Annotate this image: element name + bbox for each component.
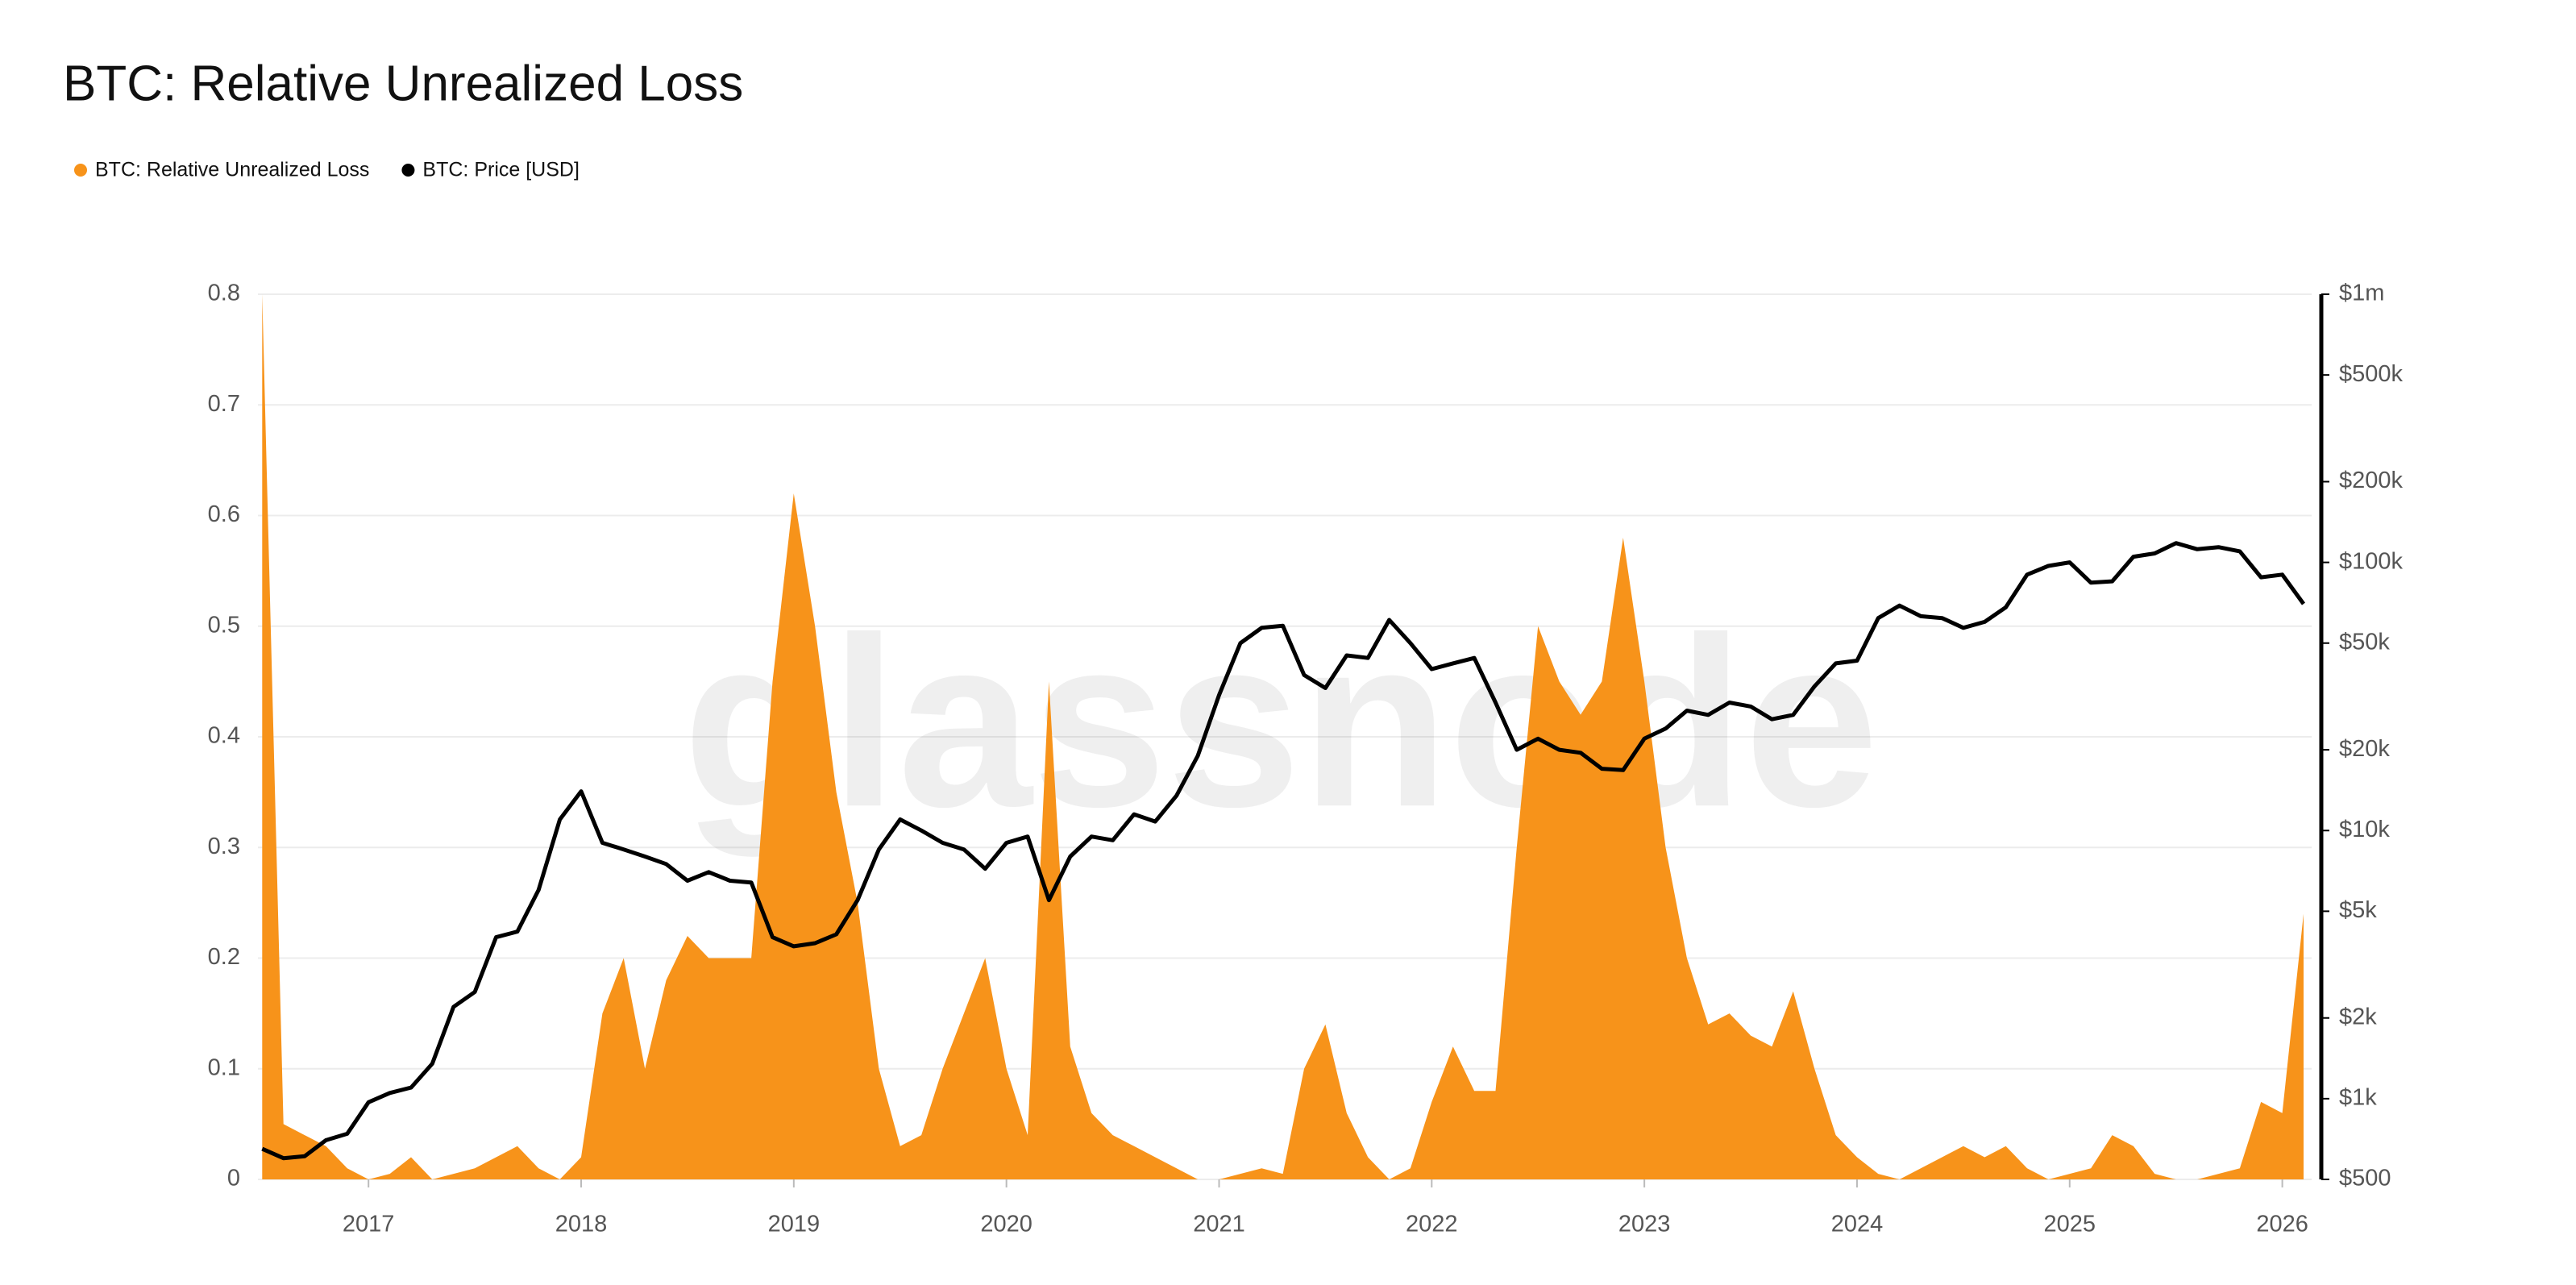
x-tick-label: 2023 [1618,1212,1671,1237]
line [261,541,2306,1161]
y2-tick-label: $100k [2339,548,2404,574]
y2-tick-label: $1k [2339,1085,2377,1111]
x-tick-label: 2020 [980,1212,1032,1237]
y-tick-label: 0.3 [208,834,240,859]
legend-marker [74,164,87,177]
y2-tick-label: $10k [2339,817,2390,842]
y-tick-label: 0.1 [208,1054,240,1080]
legend-label: BTC: Price [USD] [422,159,579,181]
y-tick-label: 0.8 [208,281,240,306]
y2-tick-label: $20k [2339,736,2390,762]
y-tick-label: 0.7 [208,391,240,417]
x-tick-label: 2024 [1831,1212,1884,1237]
x-tick-label: 2026 [2256,1212,2308,1237]
x-tick-label: 2022 [1406,1212,1458,1237]
x-tick-label: 2017 [343,1212,395,1237]
y-tick-label: 0.4 [208,723,240,749]
area [262,294,2304,1179]
x-tick-label: 2018 [555,1212,608,1237]
y2-tick-label: $5k [2339,897,2377,923]
x-tick-label: 2021 [1193,1212,1245,1237]
y2-tick-label: $1m [2339,281,2384,306]
watermark: glassnode [683,586,1879,859]
y2-tick-label: $500 [2339,1166,2391,1191]
y2-tick-label: $500k [2339,361,2404,387]
chart-title: BTC: Relative Unrealized Loss [63,56,743,111]
y2-tick-label: $200k [2339,468,2404,493]
y-tick-label: 0.2 [208,944,240,970]
y2-tick-label: $2k [2339,1004,2377,1029]
y-tick-label: 0.6 [208,501,240,527]
legend-marker [401,164,415,177]
x-tick-label: 2025 [2044,1212,2096,1237]
legend-label: BTC: Relative Unrealized Loss [95,159,369,181]
y-tick-label: 0.5 [208,612,240,638]
x-tick-label: 2019 [768,1212,821,1237]
y2-tick-label: $50k [2339,629,2390,655]
y-tick-label: 0 [227,1166,240,1191]
